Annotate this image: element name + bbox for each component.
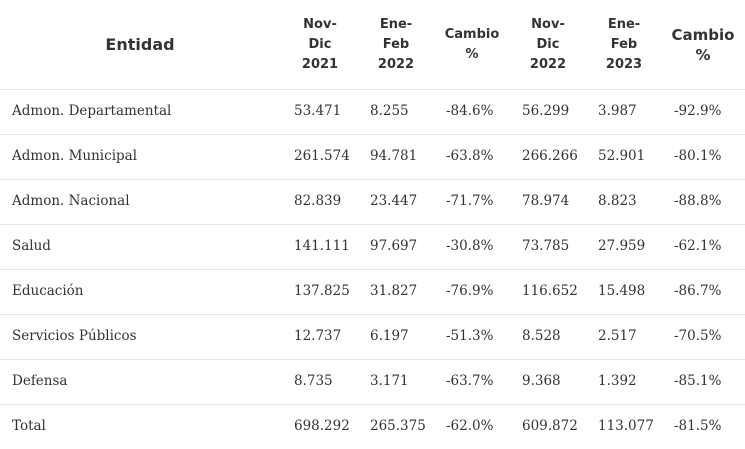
cell-ene-feb-2023: 3.987 xyxy=(598,103,637,119)
cell-cambio-2: -92.9% xyxy=(674,103,722,119)
header-ene-feb-2022-label: Ene- Feb 2022 xyxy=(377,16,415,72)
cell-entity: Total xyxy=(12,418,46,434)
table-row: Admon. Departamental 53.471 8.255 -84.6% 56.… xyxy=(0,89,745,135)
cell-ene-feb-2023: 52.901 xyxy=(598,148,646,164)
cell-nov-dic-2021: 261.574 xyxy=(294,148,350,164)
cell-ene-feb-2023: 2.517 xyxy=(598,328,637,344)
header-ene-feb-2023-label: Ene- Feb 2023 xyxy=(605,16,643,72)
cell-cambio-2: -81.5% xyxy=(674,418,722,434)
cell-cambio-1: -71.7% xyxy=(446,193,494,209)
table-row: Admon. Nacional 82.839 23.447 -71.7% 78.974 8… xyxy=(0,179,745,225)
cell-ene-feb-2022: 97.697 xyxy=(370,238,418,254)
cell-ene-feb-2022: 6.197 xyxy=(370,328,409,344)
table-row: Defensa 8.735 3.171 -63.7% 9.368 1.392 -85.1% xyxy=(0,359,745,405)
cell-nov-dic-2021: 141.111 xyxy=(294,238,350,254)
cell-nov-dic-2021: 12.737 xyxy=(294,328,342,344)
cell-ene-feb-2022: 265.375 xyxy=(370,418,426,434)
cell-ene-feb-2022: 23.447 xyxy=(370,193,418,209)
cell-nov-dic-2022: 78.974 xyxy=(522,193,570,209)
cell-cambio-2: -88.8% xyxy=(674,193,722,209)
cell-entity: Servicios Públicos xyxy=(12,328,137,344)
cell-entity: Educación xyxy=(12,283,84,299)
header-entidad-label: Entidad xyxy=(105,34,175,54)
cell-entity: Admon. Municipal xyxy=(12,148,138,164)
cell-entity: Admon. Departamental xyxy=(12,103,172,119)
cell-ene-feb-2022: 31.827 xyxy=(370,283,418,299)
cell-ene-feb-2023: 27.959 xyxy=(598,238,646,254)
table-header: Entidad Nov- Dic 2021 Ene- Feb 2022 Camb… xyxy=(0,0,745,90)
cell-nov-dic-2021: 137.825 xyxy=(294,283,350,299)
cell-cambio-2: -85.1% xyxy=(674,373,722,389)
cell-cambio-1: -63.7% xyxy=(446,373,494,389)
cell-ene-feb-2023: 15.498 xyxy=(598,283,646,299)
cell-cambio-1: -63.8% xyxy=(446,148,494,164)
header-nov-dic-2021: Nov- Dic 2021 xyxy=(280,0,360,89)
cell-ene-feb-2022: 94.781 xyxy=(370,148,418,164)
cell-ene-feb-2022: 8.255 xyxy=(370,103,409,119)
cell-cambio-1: -76.9% xyxy=(446,283,494,299)
cell-cambio-1: -51.3% xyxy=(446,328,494,344)
table-row: Salud 141.111 97.697 -30.8% 73.785 27.959 -62.… xyxy=(0,224,745,270)
cell-entity: Defensa xyxy=(12,373,68,389)
header-cambio-1-label: Cambio % xyxy=(444,26,500,62)
cell-nov-dic-2021: 53.471 xyxy=(294,103,342,119)
table-row: Total 698.292 265.375 -62.0% 609.872 113.077 -… xyxy=(0,404,745,449)
header-entidad: Entidad xyxy=(0,0,280,89)
cell-nov-dic-2021: 698.292 xyxy=(294,418,350,434)
cell-nov-dic-2022: 266.266 xyxy=(522,148,578,164)
cell-nov-dic-2022: 56.299 xyxy=(522,103,570,119)
cell-ene-feb-2023: 113.077 xyxy=(598,418,654,434)
cell-nov-dic-2022: 73.785 xyxy=(522,238,570,254)
table-row: Educación 137.825 31.827 -76.9% 116.652 15.49… xyxy=(0,269,745,315)
cell-nov-dic-2022: 116.652 xyxy=(522,283,578,299)
cell-entity: Salud xyxy=(12,238,51,254)
header-ene-feb-2023: Ene- Feb 2023 xyxy=(584,0,664,89)
cell-ene-feb-2022: 3.171 xyxy=(370,373,409,389)
cell-nov-dic-2022: 9.368 xyxy=(522,373,561,389)
cell-nov-dic-2021: 82.839 xyxy=(294,193,342,209)
cell-entity: Admon. Nacional xyxy=(12,193,130,209)
table-row: Admon. Municipal 261.574 94.781 -63.8% 266.2… xyxy=(0,134,745,180)
cell-nov-dic-2022: 8.528 xyxy=(522,328,561,344)
cell-cambio-2: -86.7% xyxy=(674,283,722,299)
cell-cambio-2: -62.1% xyxy=(674,238,722,254)
cell-cambio-1: -62.0% xyxy=(446,418,494,434)
header-ene-feb-2022: Ene- Feb 2022 xyxy=(356,0,436,89)
cell-cambio-1: -84.6% xyxy=(446,103,494,119)
header-nov-dic-2022: Nov- Dic 2022 xyxy=(508,0,588,89)
cell-ene-feb-2023: 8.823 xyxy=(598,193,637,209)
cell-cambio-2: -70.5% xyxy=(674,328,722,344)
header-cambio-1: Cambio % xyxy=(432,0,512,89)
header-cambio-2: Cambio % xyxy=(662,0,744,89)
table-row: Servicios Públicos 12.737 6.197 -51.3% 8.528… xyxy=(0,314,745,360)
header-nov-dic-2022-label: Nov- Dic 2022 xyxy=(529,16,567,72)
cell-cambio-2: -80.1% xyxy=(674,148,722,164)
cell-nov-dic-2022: 609.872 xyxy=(522,418,578,434)
header-cambio-2-label: Cambio % xyxy=(671,25,735,64)
cell-ene-feb-2023: 1.392 xyxy=(598,373,637,389)
cell-cambio-1: -30.8% xyxy=(446,238,494,254)
cell-nov-dic-2021: 8.735 xyxy=(294,373,333,389)
header-nov-dic-2021-label: Nov- Dic 2021 xyxy=(301,16,339,72)
